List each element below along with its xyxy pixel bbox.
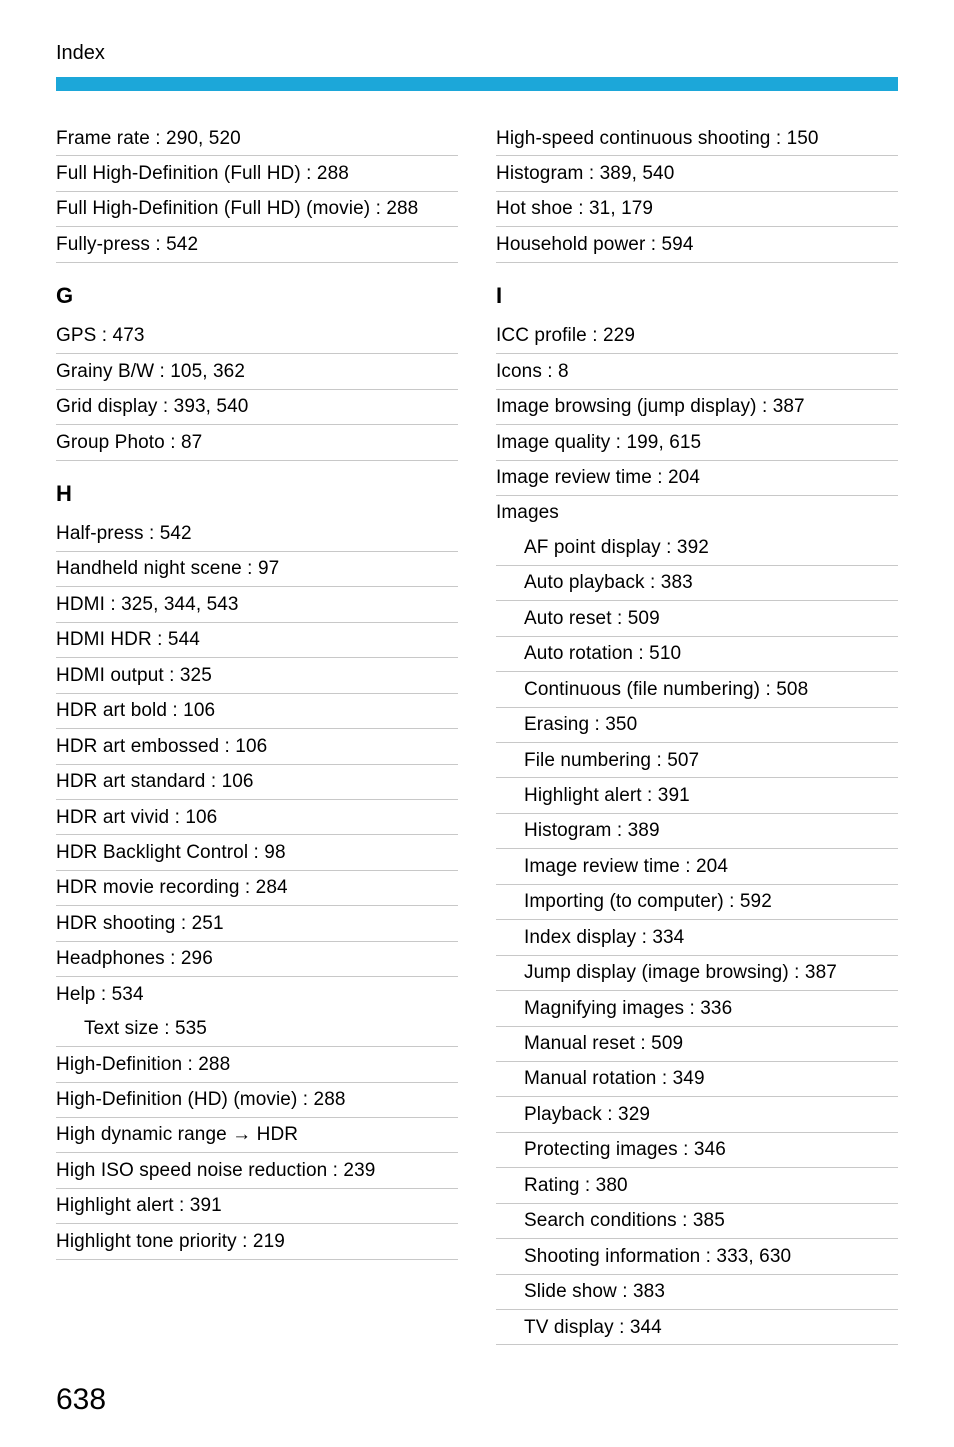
page-title: Index [56,42,898,65]
index-entry: HDMI output : 325 [56,658,458,693]
index-entry: Grainy B/W : 105, 362 [56,354,458,389]
index-entry: Help : 534 [56,977,458,1011]
index-sub-entry: TV display : 344 [496,1310,898,1345]
index-sub-entry: Jump display (image browsing) : 387 [496,956,898,991]
index-entry: HDR shooting : 251 [56,906,458,941]
index-sub-entry: Slide show : 383 [496,1275,898,1310]
index-sub-entry: Magnifying images : 336 [496,991,898,1026]
index-entry: HDR art bold : 106 [56,694,458,729]
index-entry: GPS : 473 [56,319,458,354]
left-column: Frame rate : 290, 520 Full High-Definiti… [56,121,458,1345]
index-entry: High dynamic range → HDR [56,1118,458,1153]
index-entry: HDR art standard : 106 [56,765,458,800]
index-entry: Fully-press : 542 [56,227,458,262]
index-sub-entry: Auto reset : 509 [496,601,898,636]
section-letter-h: H [56,481,458,507]
index-entry: Image quality : 199, 615 [496,425,898,460]
index-entry: HDR art embossed : 106 [56,729,458,764]
index-sub-entry: Auto rotation : 510 [496,637,898,672]
index-entry: Highlight tone priority : 219 [56,1224,458,1259]
index-entry: Image review time : 204 [496,461,898,496]
index-entry: Histogram : 389, 540 [496,156,898,191]
index-entry: Handheld night scene : 97 [56,552,458,587]
index-sub-entry: Highlight alert : 391 [496,778,898,813]
columns-container: Frame rate : 290, 520 Full High-Definiti… [56,121,898,1345]
index-sub-entry: Text size : 535 [56,1012,458,1047]
index-entry: HDR Backlight Control : 98 [56,835,458,870]
section-letter-g: G [56,283,458,309]
index-sub-entry: Histogram : 389 [496,814,898,849]
index-entry: Icons : 8 [496,354,898,389]
index-entry: Group Photo : 87 [56,425,458,460]
index-sub-entry: Manual rotation : 349 [496,1062,898,1097]
index-sub-entry: Rating : 380 [496,1168,898,1203]
index-entry: High ISO speed noise reduction : 239 [56,1153,458,1188]
index-page: Index Frame rate : 290, 520 Full High-De… [0,0,954,1447]
index-sub-entry: File numbering : 507 [496,743,898,778]
index-entry: ICC profile : 229 [496,319,898,354]
header-bar [56,77,898,91]
index-sub-entry: Importing (to computer) : 592 [496,885,898,920]
right-column: High-speed continuous shooting : 150 His… [496,121,898,1345]
index-sub-entry: Shooting information : 333, 630 [496,1239,898,1274]
index-entry: Household power : 594 [496,227,898,262]
index-entry: Full High-Definition (Full HD) (movie) :… [56,192,458,227]
index-entry: High-Definition (HD) (movie) : 288 [56,1083,458,1118]
index-entry-images: Images [496,496,898,530]
index-entry: HDR art vivid : 106 [56,800,458,835]
index-entry: Image browsing (jump display) : 387 [496,390,898,425]
index-entry: Frame rate : 290, 520 [56,121,458,156]
index-entry: High-Definition : 288 [56,1047,458,1082]
index-sub-entry: Index display : 334 [496,920,898,955]
index-entry: Hot shoe : 31, 179 [496,192,898,227]
index-sub-entry: Continuous (file numbering) : 508 [496,672,898,707]
page-number: 638 [56,1383,898,1417]
index-sub-entry: Playback : 329 [496,1097,898,1132]
index-entry: Highlight alert : 391 [56,1189,458,1224]
index-entry: Full High-Definition (Full HD) : 288 [56,156,458,191]
index-sub-entry: Image review time : 204 [496,849,898,884]
index-entry: Half-press : 542 [56,517,458,552]
index-entry: High-speed continuous shooting : 150 [496,121,898,156]
index-sub-entry: AF point display : 392 [496,530,898,565]
index-sub-entry: Manual reset : 509 [496,1027,898,1062]
section-letter-i: I [496,283,898,309]
index-sub-entry: Erasing : 350 [496,708,898,743]
index-entry: Headphones : 296 [56,942,458,977]
index-entry: Grid display : 393, 540 [56,390,458,425]
index-sub-entry: Protecting images : 346 [496,1133,898,1168]
index-entry: HDMI HDR : 544 [56,623,458,658]
index-entry: HDR movie recording : 284 [56,871,458,906]
index-sub-entry: Auto playback : 383 [496,566,898,601]
index-entry: HDMI : 325, 344, 543 [56,587,458,622]
index-sub-entry: Search conditions : 385 [496,1204,898,1239]
